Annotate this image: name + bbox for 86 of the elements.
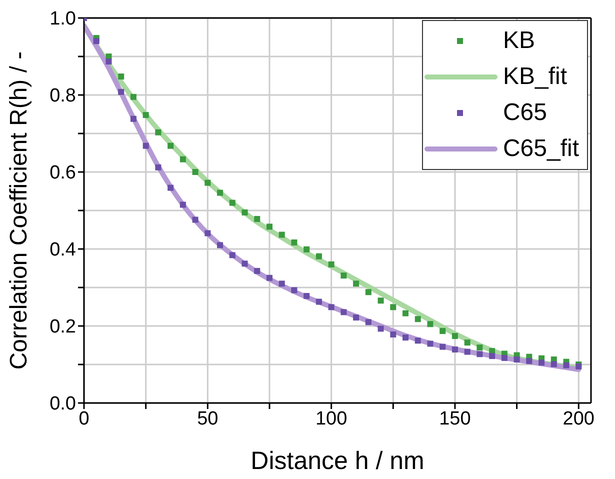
point [304, 292, 310, 299]
point [229, 252, 236, 258]
x-tick-label: 100 [315, 408, 348, 430]
point [155, 129, 162, 136]
point [316, 253, 322, 260]
point [514, 356, 520, 362]
point [217, 242, 224, 248]
point [168, 142, 174, 149]
y-tick-label: 0.4 [50, 240, 76, 261]
point [266, 274, 272, 281]
point [242, 260, 248, 267]
point [278, 280, 285, 287]
point [414, 316, 421, 322]
x-tick-label: 200 [562, 408, 594, 430]
point [390, 331, 396, 338]
point [414, 338, 421, 344]
point [254, 216, 260, 222]
legend-label: C65_fit [502, 135, 579, 163]
point [130, 116, 136, 122]
legend-label: C65 [502, 99, 547, 127]
point [378, 298, 384, 304]
point [452, 333, 458, 340]
point [142, 112, 149, 118]
point [353, 280, 360, 287]
y-tick-label: 0.0 [50, 394, 76, 415]
x-tick-label: 0 [78, 408, 90, 430]
y-tick-label: 0.2 [50, 316, 76, 338]
point [180, 202, 186, 208]
legend-label: KB_fit [502, 63, 567, 91]
point [242, 209, 248, 216]
point [550, 361, 557, 368]
point [229, 200, 236, 206]
point [130, 94, 136, 100]
point [440, 344, 446, 350]
point [464, 340, 470, 346]
point [291, 239, 298, 246]
point [365, 319, 372, 326]
point [192, 169, 198, 175]
point [427, 340, 434, 347]
point [328, 261, 334, 268]
point [440, 328, 446, 334]
point [142, 142, 149, 149]
y-axis-title: Correlation Coefficient R(h) / - [6, 51, 33, 370]
point [489, 353, 496, 360]
y-tick-label: 0.6 [50, 162, 76, 184]
point [390, 304, 396, 310]
legend-label: KB [502, 27, 535, 55]
point [93, 38, 100, 44]
point [402, 334, 409, 341]
point [563, 362, 570, 368]
point [316, 298, 322, 305]
point [278, 232, 285, 238]
point [427, 321, 434, 328]
point [266, 224, 272, 230]
point [365, 289, 372, 296]
point [538, 360, 545, 366]
point [118, 74, 124, 80]
point [476, 351, 483, 358]
point [217, 190, 224, 196]
point [106, 58, 112, 65]
point [501, 354, 508, 361]
point [402, 310, 409, 316]
point [328, 304, 334, 310]
point [155, 164, 162, 170]
point [340, 272, 347, 279]
y-tick-label: 0.8 [50, 86, 76, 107]
x-axis-title: Distance h / nm [250, 447, 424, 475]
point [452, 346, 458, 352]
point [304, 246, 310, 252]
point [378, 326, 384, 332]
point [464, 348, 470, 355]
point [353, 314, 360, 321]
point [180, 156, 186, 162]
point [340, 309, 347, 316]
point [204, 180, 211, 186]
point [204, 230, 211, 236]
point [291, 287, 298, 294]
x-tick-label: 50 [197, 408, 218, 430]
x-tick-label: 150 [439, 408, 471, 430]
point [118, 88, 124, 95]
point [526, 358, 532, 364]
y-tick-label: 1.0 [50, 8, 76, 30]
point [192, 216, 198, 223]
point [254, 268, 260, 274]
point [476, 344, 483, 351]
point [168, 184, 174, 191]
